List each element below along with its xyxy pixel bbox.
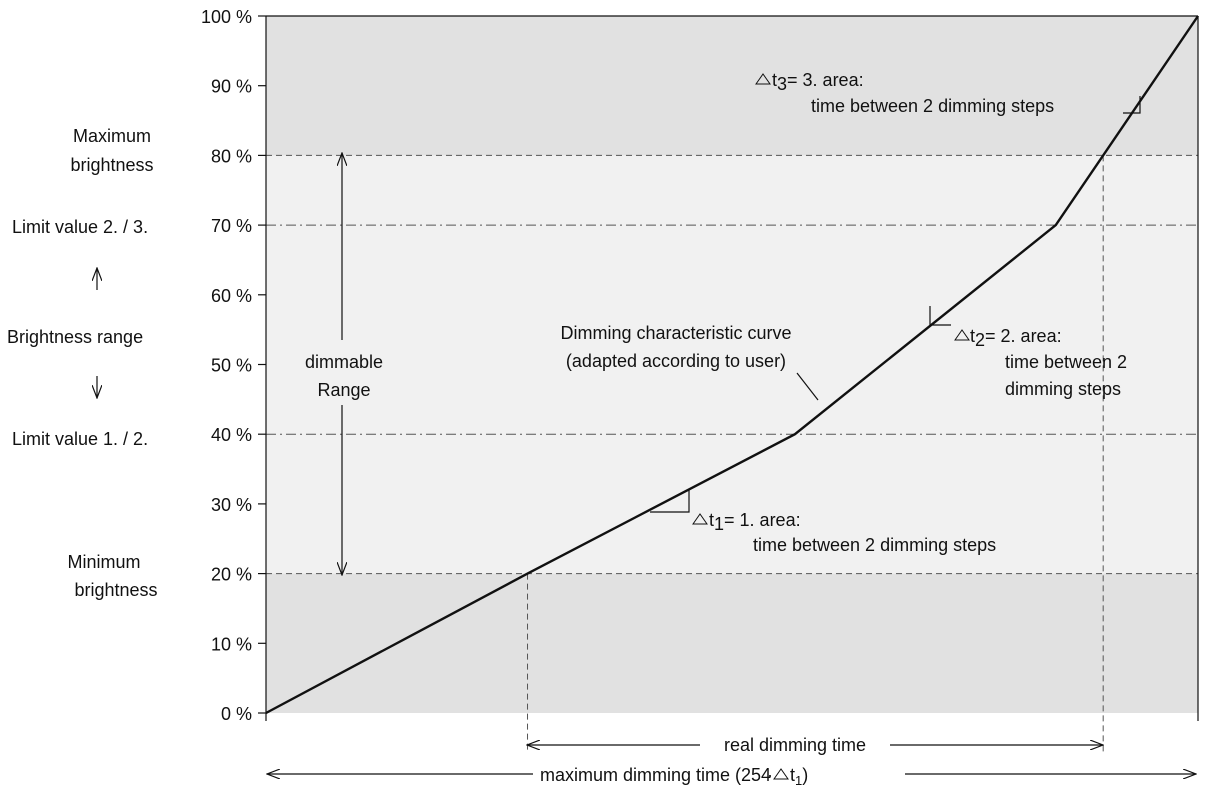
max-time-delta-icon — [773, 768, 789, 780]
min-brightness-label-1: Minimum — [67, 552, 140, 572]
y-tick-label-60: 60 % — [211, 286, 252, 306]
axes — [258, 15, 1199, 721]
dt2-label: t2= 2. area: — [970, 326, 1062, 350]
dt2-slope-triangle — [929, 306, 951, 326]
y-tick-label-90: 90 % — [211, 77, 252, 97]
y-tick-label-30: 30 % — [211, 495, 252, 515]
dt1-delta-icon — [692, 513, 708, 525]
limit-value-12-label: Limit value 1. / 2. — [12, 429, 148, 449]
dt1-slope-triangle — [650, 490, 690, 513]
max-time-dot: · — [767, 765, 773, 785]
y-tick-label-80: 80 % — [211, 146, 252, 166]
brightness-range-label: Brightness range — [7, 327, 143, 347]
dt3-description: time between 2 dimming steps — [811, 96, 1054, 116]
dimmable-label-1: dimmable — [305, 352, 383, 372]
y-tick-label-20: 20 % — [211, 565, 252, 585]
curve-line — [265, 15, 1199, 715]
dt3-delta-icon — [755, 73, 771, 85]
y-tick-label-0: 0 % — [221, 704, 252, 724]
dt3-label: t3= 3. area: — [772, 70, 864, 94]
dt2-description-2: dimming steps — [1005, 379, 1121, 399]
max-time-t: t1) — [790, 765, 808, 785]
curve-label-leader — [796, 372, 819, 401]
curve-label-1: Dimming characteristic curve — [560, 323, 791, 343]
y-tick-label-50: 50 % — [211, 356, 252, 376]
max-brightness-label-1: Maximum — [73, 126, 151, 146]
band-0-20 — [266, 573, 1198, 713]
y-tick-label-10: 10 % — [211, 634, 252, 654]
dimmable-label-2: Range — [317, 380, 370, 400]
dt2-description-1: time between 2 — [1005, 352, 1127, 372]
min-brightness-label-2: brightness — [74, 580, 157, 600]
y-tick-labels: 0 % 10 % 20 % 30 % 40 % 50 % 60 % 70 % 80 % 90 % 1… — [201, 7, 252, 724]
band-80-100 — [266, 16, 1198, 156]
y-tick-label-70: 70 % — [211, 216, 252, 236]
limit-value-23-label: Limit value 2. / 3. — [12, 217, 148, 237]
dt1-description: time between 2 dimming steps — [753, 535, 996, 555]
real-dimming-time-label: real dimming time — [724, 735, 866, 755]
dimming-curve — [265, 15, 1199, 715]
y-tick-label-40: 40 % — [211, 425, 252, 445]
dt1-label: t1= 1. area: — [709, 510, 801, 534]
curve-label-2: (adapted according to user) — [566, 351, 786, 371]
max-brightness-label-2: brightness — [70, 155, 153, 175]
dt3-slope-triangle — [1123, 96, 1141, 114]
y-tick-label-100: 100 % — [201, 7, 252, 27]
reference-lines — [266, 154, 1198, 575]
max-dimming-time-label: maximum dimming time (254 — [540, 765, 771, 785]
dt2-delta-icon — [954, 329, 970, 341]
